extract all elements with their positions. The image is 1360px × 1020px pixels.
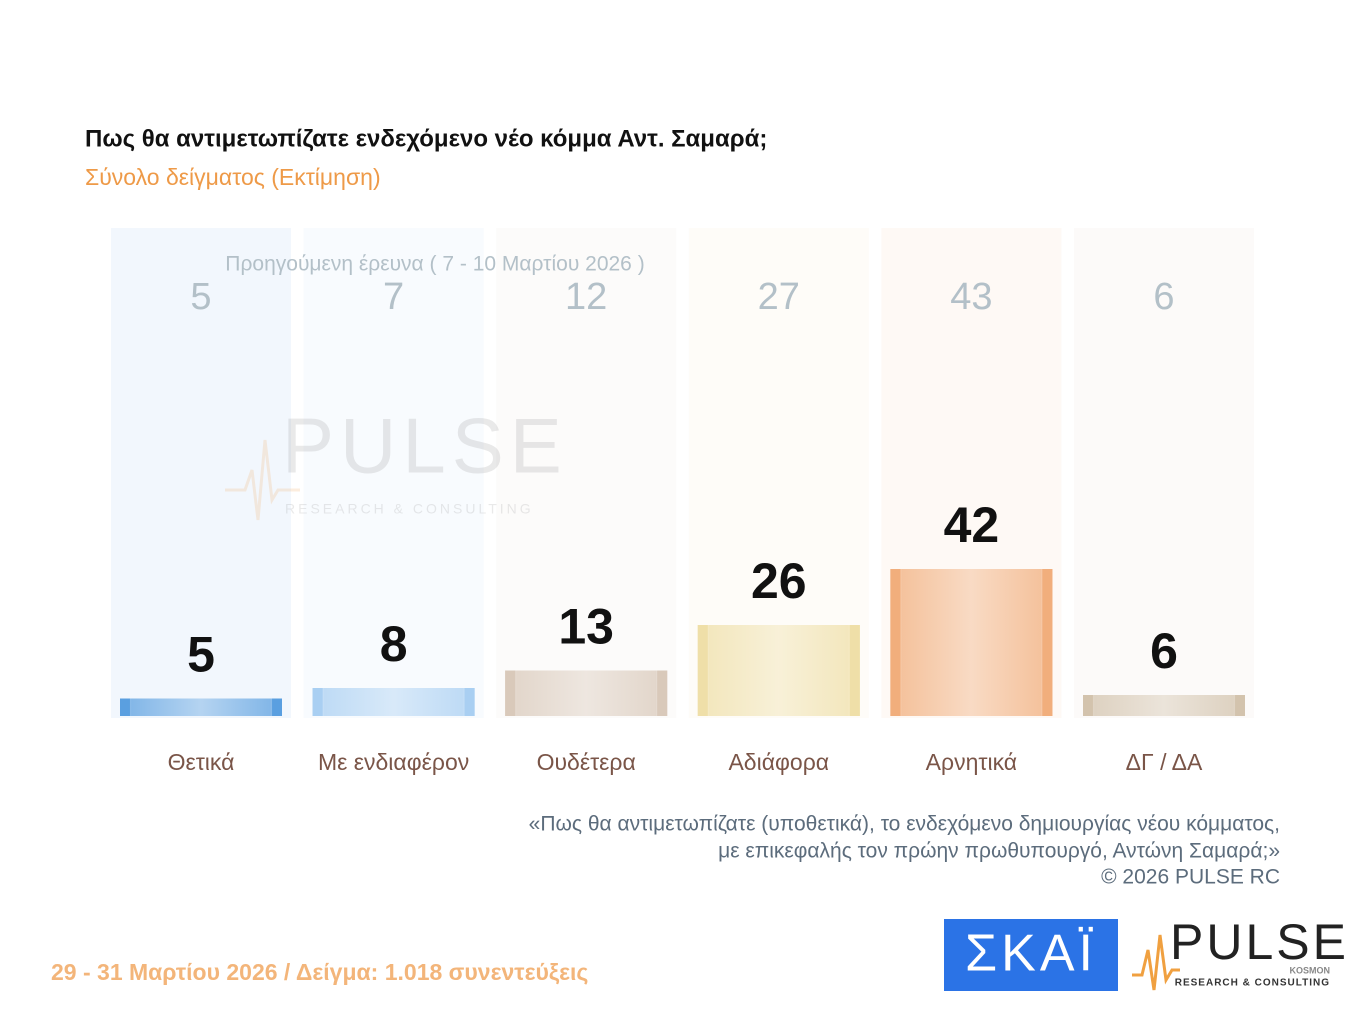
value-label: 8 — [380, 616, 408, 672]
value-label: 6 — [1150, 623, 1178, 679]
watermark: PULSE RESEARCH & CONSULTING — [225, 402, 568, 521]
column-background — [1074, 228, 1254, 718]
bar — [120, 698, 282, 716]
column-background — [303, 228, 484, 718]
x-tick-label: Αδιάφορα — [728, 749, 829, 775]
value-label: 5 — [187, 627, 215, 683]
bar — [505, 670, 668, 716]
previous-value-label: 12 — [565, 276, 607, 318]
value-label: 26 — [751, 553, 807, 609]
x-tick-label: Ουδέτερα — [537, 749, 636, 775]
value-label: 42 — [944, 497, 1000, 553]
x-tick-label: ΔΓ / ΔΑ — [1126, 749, 1203, 775]
note-line: © 2026 PULSE RC — [1101, 866, 1280, 889]
chart-title: Πως θα αντιμετωπίζατε ενδεχόμενο νέο κόμ… — [85, 125, 767, 152]
watermark-subtitle: RESEARCH & CONSULTING — [285, 501, 534, 517]
bar — [312, 688, 475, 716]
bar — [1083, 695, 1245, 716]
previous-label: Προηγούμενη έρευνα ( 7 - 10 Μαρτίου 2026… — [225, 253, 644, 276]
previous-value-label: 6 — [1153, 276, 1174, 318]
pulse-logo-small: KOSMON — [1290, 965, 1331, 975]
previous-value-label: 27 — [758, 276, 800, 318]
x-tick-label: Αρνητικά — [926, 749, 1017, 775]
value-label: 13 — [558, 599, 614, 655]
footer: 29 - 31 Μαρτίου 2026 / Δείγμα: 1.018 συν… — [51, 959, 588, 985]
previous-value-label: 43 — [950, 276, 992, 318]
pulse-logo-text: PULSE — [1170, 914, 1349, 970]
previous-value-label: 7 — [383, 276, 404, 318]
column-background — [111, 228, 291, 718]
pulse-logo-tagline: RESEARCH & CONSULTING — [1175, 978, 1330, 989]
watermark-title: PULSE — [282, 402, 568, 490]
note-line: με επικεφαλής τον πρώην πρωθυπουργό, Αντ… — [718, 840, 1280, 863]
skai-logo — [944, 919, 1118, 991]
bar — [890, 569, 1053, 716]
note-line: «Πως θα αντιμετωπίζατε (υποθετικά), το ε… — [529, 813, 1280, 836]
x-tick-label: Με ενδιαφέρον — [318, 749, 469, 775]
pulse-logo-wave — [1132, 934, 1180, 991]
skai-logo-text: ΣΚΑΪ — [965, 925, 1097, 983]
previous-value-label: 5 — [190, 276, 211, 318]
bar — [697, 625, 860, 716]
x-tick-label: Θετικά — [168, 749, 235, 775]
column-background — [496, 228, 677, 718]
chart-subtitle: Σύνολο δείγματος (Εκτίμηση) — [85, 164, 381, 190]
